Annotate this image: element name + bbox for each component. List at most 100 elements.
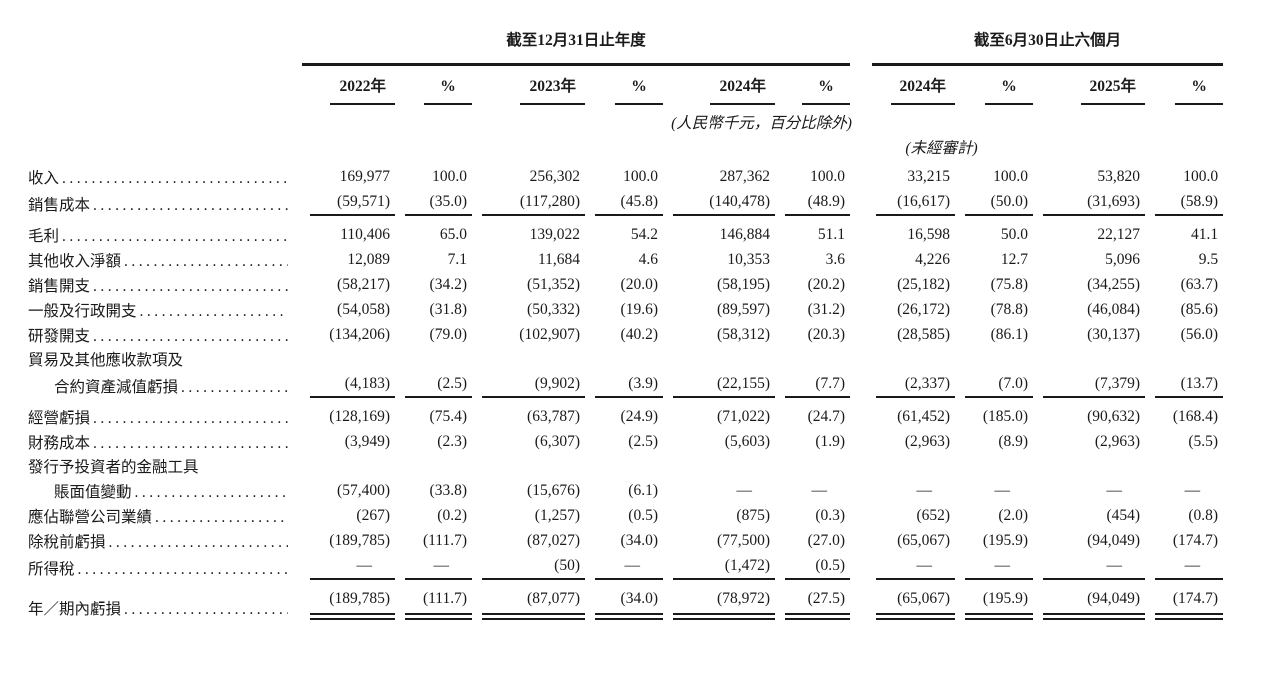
cell-value: (54,058)	[337, 301, 390, 318]
dot-leader	[181, 377, 288, 398]
cell-value: (174.7)	[1172, 590, 1219, 607]
value-cell: (34.0)	[585, 528, 663, 553]
value-cell: (140,478)	[663, 189, 775, 216]
cell-value: (3.9)	[628, 375, 658, 392]
value-cell: (61,452)	[850, 398, 955, 429]
value-cell: (189,785)	[300, 528, 395, 553]
value-cell: (128,169)	[300, 398, 395, 429]
cell-value: (1,257)	[534, 507, 580, 524]
cell-value: (51,352)	[527, 276, 580, 293]
value-cell: (3,949)	[300, 429, 395, 454]
cell-value: (13.7)	[1180, 375, 1219, 392]
row-label: 研發開支	[28, 322, 300, 347]
cell-value: (25,182)	[897, 276, 951, 293]
value-cell	[955, 347, 1033, 371]
cell-value: 100.0	[432, 168, 467, 185]
row-label: 銷售開支	[28, 272, 300, 297]
nil-dash: —	[1184, 482, 1201, 499]
value-cell: —	[955, 553, 1034, 580]
value-cell: (1.9)	[775, 429, 850, 454]
cell-value: (0.2)	[437, 507, 467, 524]
value-cell: —	[850, 553, 956, 580]
value-cell: (7,379)	[1033, 371, 1146, 398]
cell-value: (652)	[916, 507, 951, 524]
cell-value: (58,217)	[337, 276, 390, 293]
cell-value: (134,206)	[329, 326, 390, 343]
value-cell: (40.2)	[585, 322, 663, 347]
value-cell: (65,067)	[850, 580, 956, 620]
value-cell: —	[585, 553, 663, 580]
cell-value: (168.4)	[1172, 408, 1219, 425]
cell-value: (111.7)	[422, 590, 467, 607]
value-cell: (168.4)	[1145, 398, 1223, 429]
financial-statements-table: 截至12月31日止年度 截至6月30日止六個月 2022年 % 2023年 % …	[28, 30, 1224, 620]
dot-leader	[124, 251, 288, 272]
dot-leader	[93, 276, 288, 297]
cell-value: (1.9)	[815, 433, 846, 450]
value-cell: (87,077)	[472, 580, 585, 620]
value-cell: 100.0	[775, 159, 850, 189]
value-cell: (174.7)	[1145, 528, 1223, 553]
value-cell: (16,617)	[850, 189, 956, 216]
dot-leader	[93, 408, 288, 429]
col-header-2024: 2024年	[710, 76, 775, 105]
value-cell: (267)	[300, 503, 395, 528]
nil-dash: —	[1106, 557, 1123, 574]
cell-value: 4.6	[638, 251, 658, 268]
value-cell: (28,585)	[850, 322, 955, 347]
cell-value: (0.3)	[815, 507, 846, 524]
value-cell: (94,049)	[1033, 580, 1146, 620]
cell-value: (48.9)	[807, 193, 846, 210]
value-cell: (0.8)	[1145, 503, 1223, 528]
value-cell	[1033, 347, 1145, 371]
value-cell: (185.0)	[955, 398, 1033, 429]
value-cell: 7.1	[395, 247, 472, 272]
value-cell	[472, 347, 585, 371]
value-cell: (50,332)	[472, 297, 585, 322]
cell-value: (1,472)	[724, 557, 770, 574]
value-cell: (652)	[850, 503, 955, 528]
cell-value: (267)	[356, 507, 390, 524]
value-cell: (189,785)	[300, 580, 395, 620]
value-cell: (5.5)	[1145, 429, 1223, 454]
cell-value: (94,049)	[1087, 590, 1141, 607]
cell-value: (20.0)	[620, 276, 658, 293]
dot-leader	[78, 559, 288, 580]
value-cell: (63.7)	[1145, 272, 1223, 297]
nil-dash: —	[736, 482, 753, 499]
col-header-pct-1: %	[424, 76, 472, 105]
value-cell: 3.6	[775, 247, 850, 272]
table-row: 銷售成本 (59,571) (35.0) (117,280) (45.8) (140,47…	[28, 189, 1224, 216]
value-cell: (8.9)	[955, 429, 1033, 454]
col-header-pct-2: %	[615, 76, 663, 105]
cell-value: (75.4)	[429, 408, 467, 425]
row-label: 財務成本	[28, 429, 300, 454]
value-cell: 16,598	[850, 216, 955, 247]
cell-value: (117,280)	[519, 193, 580, 210]
value-cell: (34.0)	[585, 580, 663, 620]
value-cell: —	[300, 553, 395, 580]
nil-dash: —	[433, 557, 450, 574]
value-cell: (1,257)	[472, 503, 585, 528]
value-cell: (2.0)	[955, 503, 1033, 528]
value-cell: (134,206)	[300, 322, 395, 347]
value-cell	[395, 454, 472, 478]
value-cell: (58,312)	[663, 322, 775, 347]
row-label-text: 年／期內虧損	[28, 601, 122, 618]
row-label-text: 財務成本	[28, 435, 91, 452]
value-cell: (174.7)	[1145, 580, 1224, 620]
row-label-text: 發行予投資者的金融工具	[28, 459, 199, 476]
value-cell: 50.0	[955, 216, 1033, 247]
cell-value: (79.0)	[429, 326, 467, 343]
value-cell: (31.2)	[775, 297, 850, 322]
cell-value: 65.0	[439, 226, 467, 243]
cell-value: (50)	[554, 557, 580, 574]
value-cell: (25,182)	[850, 272, 955, 297]
value-cell: (35.0)	[395, 189, 472, 216]
value-cell: (87,027)	[472, 528, 585, 553]
value-cell: (0.3)	[775, 503, 850, 528]
cell-value: (65,067)	[897, 590, 951, 607]
cell-value: 10,353	[727, 251, 770, 268]
cell-value: (27.5)	[807, 590, 846, 607]
row-label: 賬面值變動	[28, 478, 300, 503]
